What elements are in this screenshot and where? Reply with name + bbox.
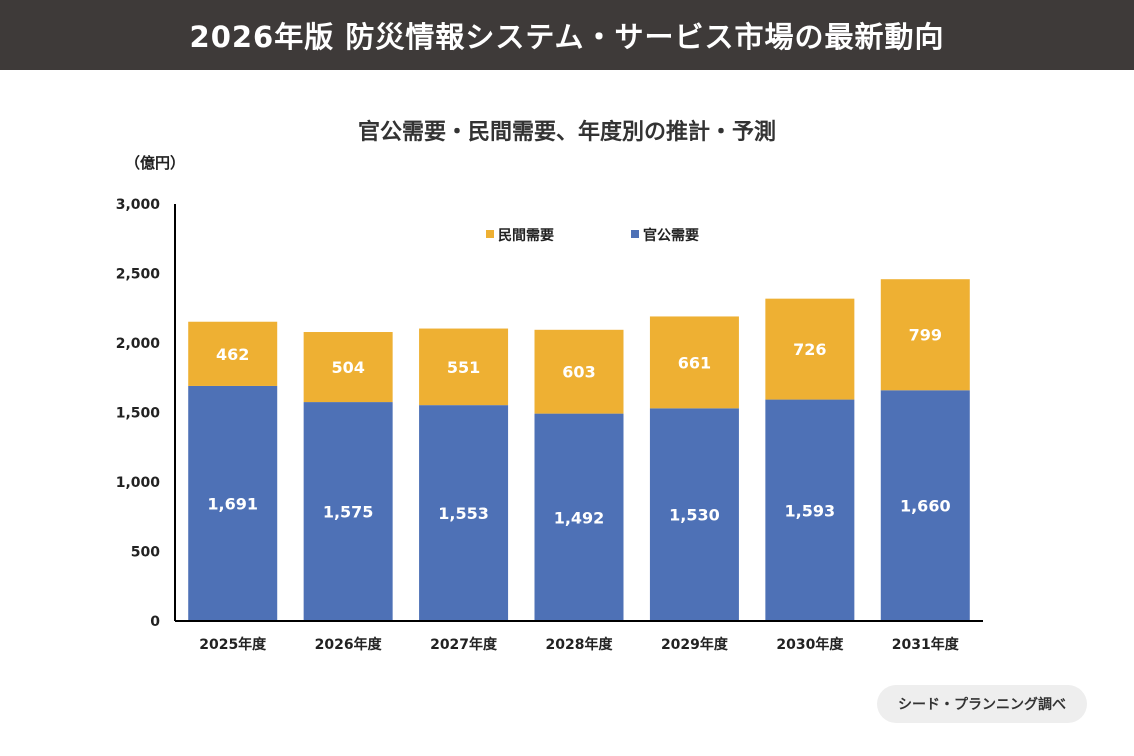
x-tick-label: 2026年度 — [315, 636, 383, 653]
x-tick-label: 2027年度 — [430, 636, 498, 653]
legend-swatch — [631, 230, 639, 238]
bar-private — [880, 279, 970, 391]
data-label: 799 — [909, 326, 942, 345]
legend-label: 官公需要 — [643, 227, 699, 244]
y-tick-label: 2,000 — [116, 336, 161, 352]
source-text: シード・プランニング調べ — [898, 697, 1066, 713]
data-label: 1,691 — [207, 494, 258, 513]
y-tick-label: 500 — [131, 545, 160, 561]
x-tick-label: 2028年度 — [546, 636, 614, 653]
bar-public — [880, 390, 970, 621]
bar-private — [303, 332, 393, 403]
x-tick-label: 2029年度 — [661, 636, 729, 653]
chart-title: 官公需要・民間需要、年度別の推計・予測 — [357, 120, 776, 145]
bar-private — [419, 328, 509, 406]
data-label: 1,553 — [438, 504, 489, 523]
bar-private — [534, 329, 624, 414]
bar-public — [534, 413, 624, 621]
legend-label: 民間需要 — [498, 227, 554, 244]
x-tick-label: 2031年度 — [892, 636, 960, 653]
data-label: 551 — [447, 358, 480, 377]
y-tick-label: 2,500 — [116, 267, 161, 283]
bar-private — [649, 316, 739, 409]
x-tick-label: 2025年度 — [199, 636, 267, 653]
bar-public — [765, 399, 855, 621]
header-title: 2026年版 防災情報システム・サービス市場の最新動向 — [189, 20, 945, 54]
bar-public — [188, 385, 278, 621]
data-label: 1,530 — [669, 506, 720, 525]
y-tick-label: 1,000 — [116, 475, 161, 491]
data-label: 1,492 — [554, 508, 605, 527]
bar-public — [303, 402, 393, 621]
data-label: 1,660 — [900, 497, 951, 516]
bar-public — [419, 405, 509, 621]
y-tick-label: 3,000 — [116, 197, 161, 213]
data-label: 504 — [331, 358, 364, 377]
x-tick-label: 2030年度 — [776, 636, 844, 653]
bar-private — [765, 298, 855, 400]
bar-private — [188, 321, 278, 386]
legend-swatch — [486, 230, 494, 238]
y-tick-label: 1,500 — [116, 406, 161, 422]
bar-public — [649, 408, 739, 621]
data-label: 603 — [562, 363, 595, 382]
y-axis-unit: （億円） — [125, 154, 186, 172]
data-label: 1,593 — [785, 501, 836, 520]
page-header: 2026年版 防災情報システム・サービス市場の最新動向 — [0, 0, 1134, 70]
data-label: 726 — [793, 340, 826, 359]
data-label: 661 — [678, 353, 711, 372]
data-label: 1,575 — [323, 503, 374, 522]
source-badge: シード・プランニング調べ — [877, 685, 1087, 723]
data-label: 462 — [216, 345, 249, 364]
y-tick-label: 0 — [150, 614, 160, 630]
